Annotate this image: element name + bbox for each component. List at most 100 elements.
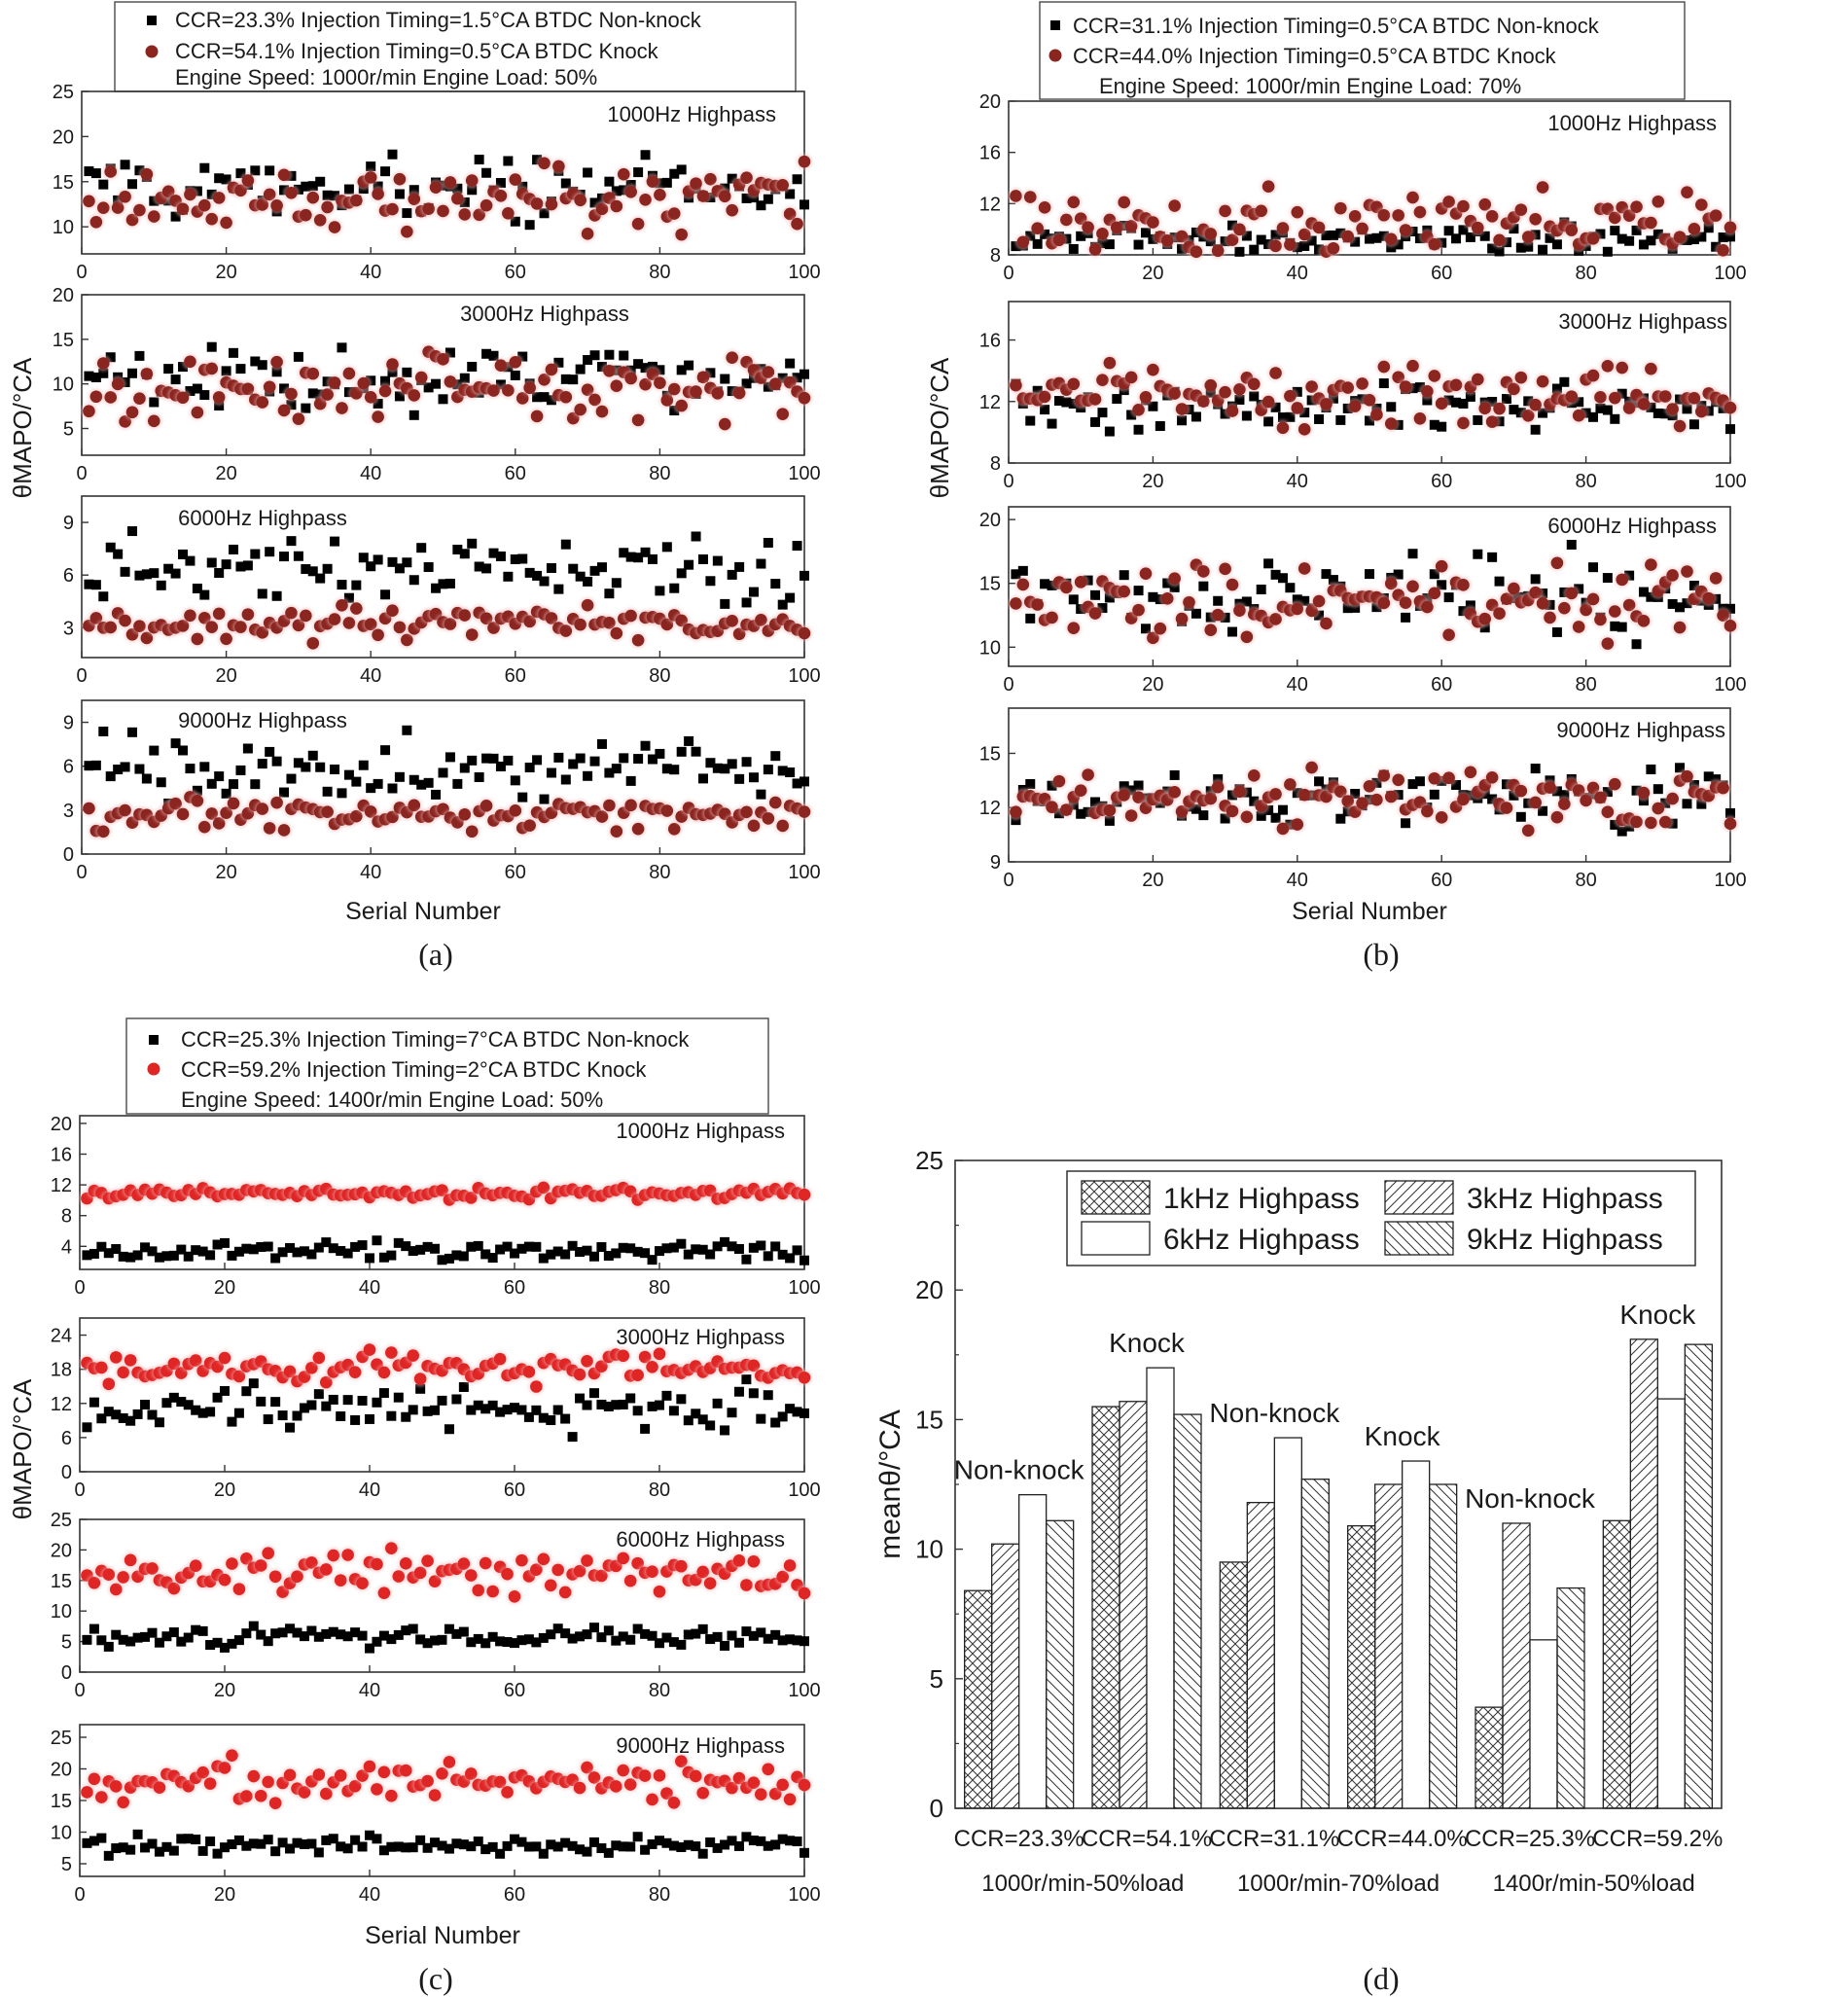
- data-point: [1485, 770, 1499, 784]
- data-point: [800, 199, 809, 210]
- data-point: [1500, 802, 1513, 814]
- data-point: [306, 1249, 317, 1260]
- data-point: [646, 1565, 658, 1579]
- series-knock: [79, 1179, 812, 1208]
- data-point: [472, 1584, 485, 1597]
- data-point: [1147, 363, 1159, 376]
- data-point: [1709, 209, 1723, 222]
- data-point: [365, 1413, 374, 1424]
- data-point: [1341, 230, 1355, 243]
- data-point: [770, 1629, 781, 1640]
- bar: [1046, 1519, 1075, 1809]
- data-point: [1725, 232, 1735, 242]
- data-point: [301, 181, 311, 192]
- data-point: [603, 1625, 614, 1636]
- data-point: [133, 392, 146, 406]
- data-point: [156, 580, 166, 590]
- y-tick-label: 0: [930, 1794, 943, 1823]
- data-point: [459, 549, 470, 559]
- data-point: [596, 1399, 607, 1409]
- data-point: [1365, 415, 1374, 426]
- y-tick-label: 16: [979, 143, 1001, 164]
- data-point: [176, 807, 190, 821]
- data-point: [377, 1366, 391, 1379]
- data-point: [170, 738, 181, 749]
- data-point: [516, 1635, 527, 1646]
- data-point: [292, 1247, 302, 1258]
- data-point: [1191, 608, 1201, 619]
- data-point: [1695, 405, 1708, 418]
- data-point: [1673, 621, 1687, 634]
- data-point: [221, 559, 231, 570]
- data-point: [1384, 232, 1398, 246]
- x-tick-label: 40: [1287, 471, 1308, 492]
- data-point: [1551, 626, 1562, 637]
- data-point: [1667, 598, 1678, 609]
- data-point: [623, 1574, 637, 1587]
- data-point: [300, 208, 312, 222]
- data-point: [430, 1635, 441, 1646]
- data-point: [646, 1360, 658, 1373]
- data-point: [1104, 239, 1115, 250]
- data-point: [183, 1400, 194, 1410]
- data-point: [654, 188, 666, 201]
- y-axis-label-a: θMAPO/°CA: [8, 357, 37, 498]
- data-point: [125, 1844, 136, 1855]
- data-point: [588, 1623, 599, 1633]
- data-point: [487, 1631, 498, 1642]
- data-point: [241, 1386, 252, 1397]
- data-point: [1442, 771, 1455, 785]
- data-point: [409, 410, 419, 420]
- data-point: [1160, 234, 1174, 247]
- data-point: [84, 579, 94, 589]
- data-point: [741, 193, 752, 203]
- data-point: [776, 408, 790, 420]
- data-point: [567, 1240, 578, 1251]
- data-point: [1270, 812, 1281, 823]
- data-point: [1399, 596, 1412, 610]
- data-point: [1638, 587, 1649, 597]
- data-point: [510, 554, 520, 565]
- data-point: [385, 1789, 398, 1802]
- data-point: [1247, 769, 1261, 782]
- data-point: [689, 1769, 702, 1783]
- data-point: [509, 356, 522, 369]
- data-point: [546, 1629, 556, 1640]
- data-point: [493, 1352, 507, 1366]
- data-point: [1365, 233, 1374, 244]
- subplot-title: 3000Hz Highpass: [616, 1325, 785, 1349]
- y-tick-label: 25: [51, 1728, 72, 1749]
- data-point: [98, 179, 109, 190]
- data-point: [1610, 413, 1620, 424]
- data-point: [416, 543, 427, 553]
- data-point: [82, 1837, 92, 1848]
- data-point: [1139, 390, 1153, 404]
- x-tick-label: 0: [1003, 471, 1013, 492]
- data-point: [1602, 405, 1613, 415]
- data-point: [416, 779, 427, 790]
- data-point: [560, 1837, 571, 1848]
- data-point: [270, 355, 283, 369]
- data-point: [330, 191, 340, 201]
- data-point: [364, 391, 377, 404]
- legend-label: 9kHz Highpass: [1467, 1224, 1663, 1256]
- data-point: [1538, 805, 1548, 816]
- data-point: [178, 362, 189, 373]
- data-point: [726, 1781, 738, 1795]
- data-point: [560, 774, 571, 785]
- data-point: [588, 1837, 599, 1847]
- x-tick-label: 100: [788, 262, 820, 283]
- data-point: [192, 383, 202, 394]
- data-point: [1240, 630, 1254, 644]
- data-point: [1175, 804, 1189, 818]
- data-point: [127, 727, 138, 737]
- data-point: [393, 621, 407, 634]
- data-point: [1624, 570, 1635, 581]
- data-point: [618, 1631, 628, 1642]
- data-point: [785, 1253, 796, 1264]
- data-point: [466, 1637, 477, 1648]
- data-point: [531, 1637, 542, 1648]
- data-point: [697, 1414, 708, 1425]
- data-point: [1168, 572, 1181, 586]
- data-point: [248, 1244, 259, 1255]
